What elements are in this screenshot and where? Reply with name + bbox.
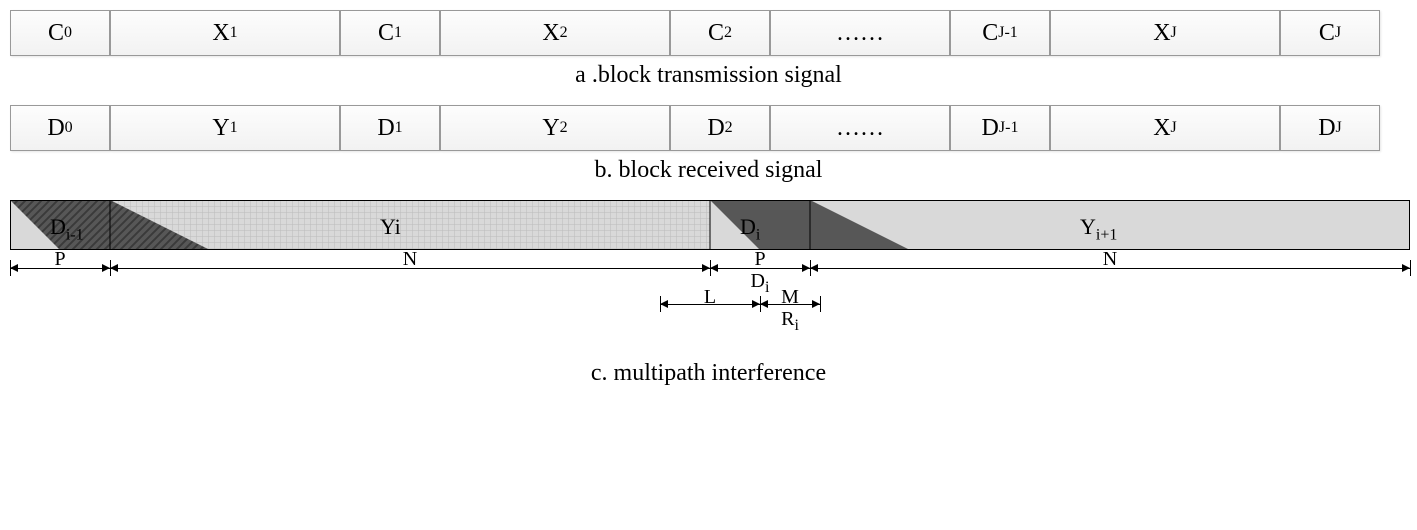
block-cell: …… <box>770 105 950 151</box>
block-cell: DJ <box>1280 105 1380 151</box>
block-cell: D1 <box>340 105 440 151</box>
block-cell: X2 <box>440 10 670 56</box>
dimension-annotations: PNPNLMDiRi <box>10 254 1410 354</box>
block-cell: D0 <box>10 105 110 151</box>
block-cell: DJ-1 <box>950 105 1050 151</box>
block-cell: C0 <box>10 10 110 56</box>
block-cell: D2 <box>670 105 770 151</box>
multipath-svg <box>10 200 1410 250</box>
dim-label: L <box>704 286 716 309</box>
caption-c: c. multipath interference <box>10 360 1407 387</box>
dim-label: P <box>54 248 65 271</box>
dim-label: P <box>754 248 765 271</box>
block-cell: Y1 <box>110 105 340 151</box>
block-cell: Y2 <box>440 105 670 151</box>
multipath-seg-label: Yi <box>380 214 401 240</box>
block-cell: C2 <box>670 10 770 56</box>
multipath-seg-label: Di <box>740 214 760 244</box>
row-b-received-signal: D0Y1D1Y2D2……DJ-1XJDJ <box>10 105 1407 151</box>
block-cell: XJ <box>1050 105 1280 151</box>
multipath-seg-label: Di-1 <box>50 214 84 244</box>
block-cell: C1 <box>340 10 440 56</box>
dim-extra-label: Ri <box>781 308 799 335</box>
block-cell: CJ <box>1280 10 1380 56</box>
dim-label: M <box>781 286 799 309</box>
block-cell: X1 <box>110 10 340 56</box>
caption-b: b. block received signal <box>10 157 1407 184</box>
block-cell: CJ-1 <box>950 10 1050 56</box>
dim-extra-label: Di <box>751 270 770 297</box>
block-cell: XJ <box>1050 10 1280 56</box>
row-a-transmission-signal: C0X1C1X2C2……CJ-1XJCJ <box>10 10 1407 56</box>
dim-label: N <box>1103 248 1117 271</box>
caption-a: a .block transmission signal <box>10 62 1407 89</box>
block-cell: …… <box>770 10 950 56</box>
multipath-bar: Di-1 Yi Di Yi+1 <box>10 200 1410 250</box>
multipath-seg-label: Yi+1 <box>1080 214 1117 244</box>
dim-label: N <box>403 248 417 271</box>
